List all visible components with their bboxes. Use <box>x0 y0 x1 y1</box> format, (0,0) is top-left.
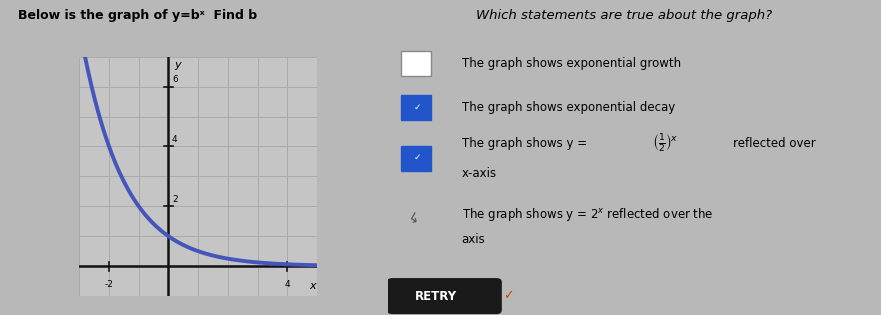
Text: 4: 4 <box>285 280 290 289</box>
Text: x: x <box>309 281 315 291</box>
FancyBboxPatch shape <box>388 279 501 313</box>
Text: ✓: ✓ <box>503 289 514 303</box>
Text: -2: -2 <box>105 280 114 289</box>
Text: The graph shows y = $2^x$ reflected over the: The graph shows y = $2^x$ reflected over… <box>462 206 714 223</box>
FancyBboxPatch shape <box>402 95 431 120</box>
Text: ✓: ✓ <box>413 153 421 162</box>
Text: y: y <box>174 60 181 70</box>
Text: The graph shows y =: The graph shows y = <box>462 137 587 150</box>
Text: ↳: ↳ <box>403 212 421 229</box>
Text: RETRY: RETRY <box>415 289 457 303</box>
Text: Below is the graph of y=bˣ  Find b: Below is the graph of y=bˣ Find b <box>18 9 256 22</box>
Text: ✓: ✓ <box>413 103 421 112</box>
Text: reflected over: reflected over <box>733 137 816 150</box>
FancyBboxPatch shape <box>402 146 431 171</box>
Text: 2: 2 <box>172 195 178 204</box>
Text: $\left(\frac{1}{2}\right)^{\!x}$: $\left(\frac{1}{2}\right)^{\!x}$ <box>652 132 677 154</box>
Text: axis: axis <box>462 233 485 246</box>
Text: Which statements are true about the graph?: Which statements are true about the grap… <box>477 9 773 22</box>
FancyBboxPatch shape <box>402 51 431 76</box>
Text: 6: 6 <box>172 75 178 84</box>
Text: x-axis: x-axis <box>462 167 497 180</box>
Text: The graph shows exponential growth: The graph shows exponential growth <box>462 56 681 70</box>
Text: The graph shows exponential decay: The graph shows exponential decay <box>462 100 675 114</box>
Text: 4: 4 <box>172 135 178 144</box>
